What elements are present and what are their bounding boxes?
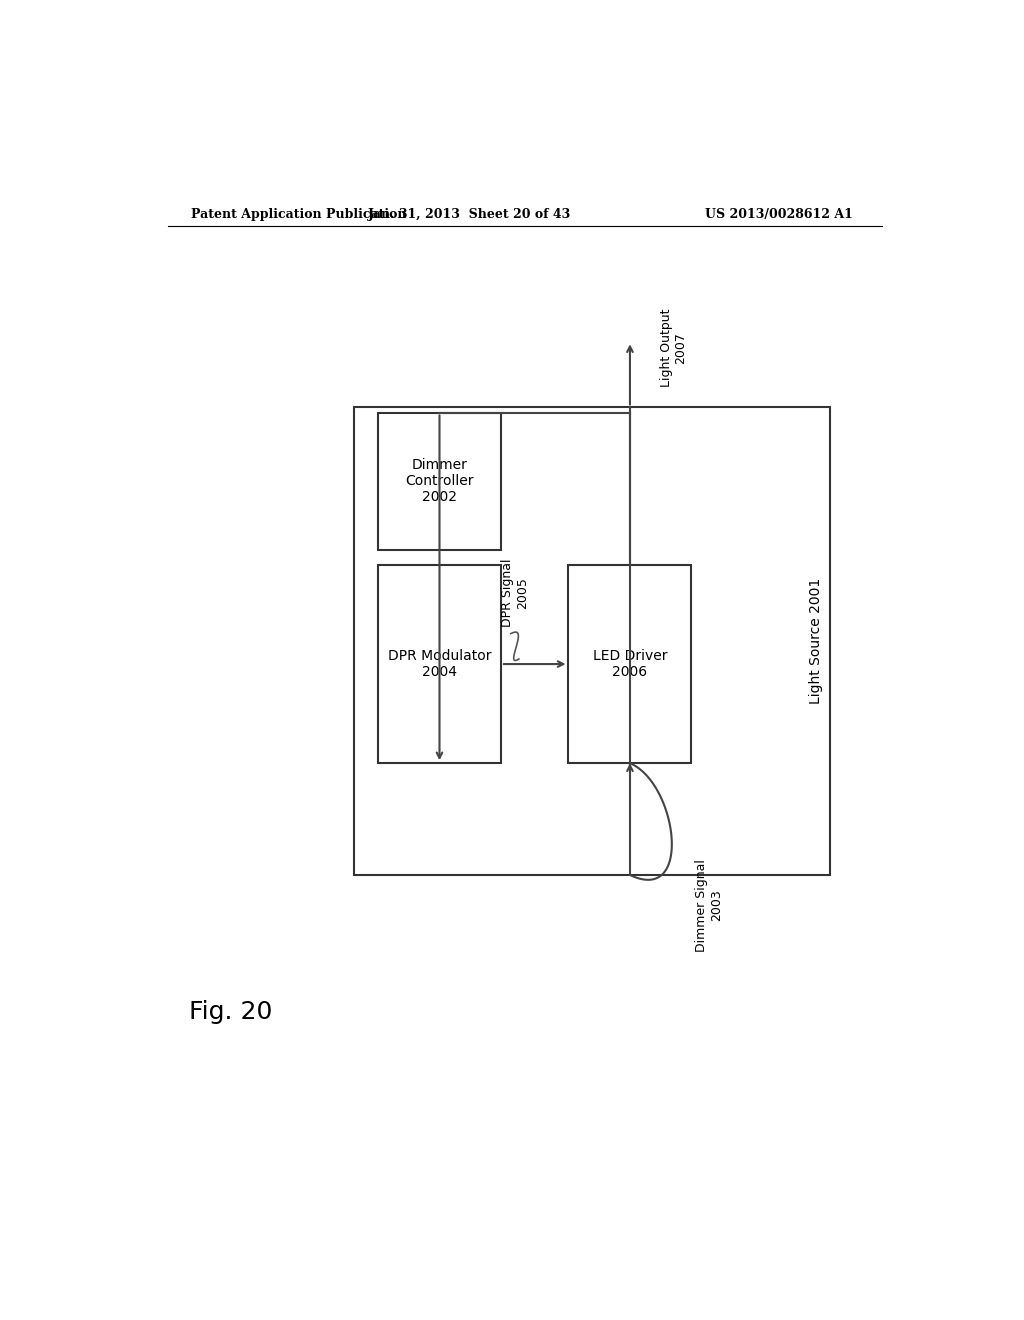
Text: DPR Signal
2005: DPR Signal 2005 [501,558,528,627]
Text: US 2013/0028612 A1: US 2013/0028612 A1 [705,207,853,220]
Bar [378,565,501,763]
Bar [354,408,830,875]
Text: Dimmer
Controller
2002: Dimmer Controller 2002 [406,458,474,504]
Bar [568,565,691,763]
Bar [378,413,501,549]
Text: DPR Modulator
2004: DPR Modulator 2004 [388,649,492,680]
Text: LED Driver
2006: LED Driver 2006 [593,649,668,680]
Text: Light Output
2007: Light Output 2007 [659,309,687,387]
Text: Dimmer Signal
2003: Dimmer Signal 2003 [695,859,723,952]
Text: Light Source 2001: Light Source 2001 [809,578,823,705]
Text: Jan. 31, 2013  Sheet 20 of 43: Jan. 31, 2013 Sheet 20 of 43 [368,207,570,220]
Text: Patent Application Publication: Patent Application Publication [191,207,407,220]
Text: Fig. 20: Fig. 20 [189,1001,272,1024]
